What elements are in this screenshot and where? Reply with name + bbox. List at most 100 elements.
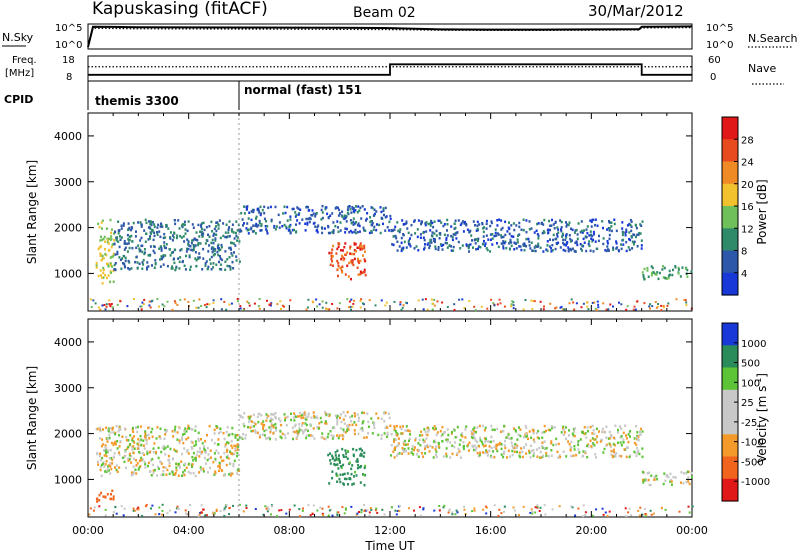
velocity-point <box>479 451 482 454</box>
power-point <box>139 221 142 224</box>
power-point <box>596 247 599 250</box>
velocity-point <box>439 429 442 433</box>
power-point <box>646 266 649 270</box>
velocity-noise-point <box>493 504 496 507</box>
velocity-point <box>157 456 160 460</box>
velocity-point <box>135 472 138 475</box>
velocity-point <box>104 449 107 453</box>
velocity-noise-point <box>301 509 304 512</box>
velocity-point <box>209 449 212 452</box>
power-point <box>606 240 609 243</box>
velocity-point <box>354 470 357 474</box>
power-point <box>638 231 641 235</box>
velocity-point <box>334 454 337 457</box>
cpid-mode-1: themis 3300 <box>95 94 179 108</box>
velocity-point <box>418 438 421 442</box>
velocity-noise-point <box>341 506 344 509</box>
velocity-point <box>304 413 307 416</box>
velocity-noise-point <box>473 507 476 510</box>
power-noise-point <box>225 308 228 311</box>
power-point <box>459 223 462 227</box>
velocity-point <box>474 448 477 452</box>
velocity-point <box>231 472 234 475</box>
velocity-point <box>462 441 465 444</box>
power-point <box>101 282 104 285</box>
velocity-point <box>156 474 159 477</box>
velocity-point <box>612 442 615 446</box>
velocity-point <box>393 447 396 451</box>
power-noise-point <box>140 305 143 308</box>
velocity-point <box>484 440 487 444</box>
power-point <box>581 249 583 252</box>
velocity-point <box>449 441 452 444</box>
power-point <box>425 230 428 233</box>
velocity-point <box>562 450 565 453</box>
power-noise-point <box>126 305 129 308</box>
velocity-point <box>359 427 362 431</box>
power-point <box>502 240 505 243</box>
velocity-point <box>393 427 396 430</box>
power-point <box>153 231 156 234</box>
velocity-noise-point <box>368 514 371 517</box>
velocity-noise-point <box>175 507 178 510</box>
velocity-point <box>133 447 136 450</box>
velocity-point <box>195 443 198 446</box>
velocity-point <box>137 445 140 448</box>
power-point <box>536 222 539 226</box>
power-point <box>208 258 211 261</box>
power-point <box>274 205 277 209</box>
power-point <box>573 231 576 234</box>
power-point <box>352 263 355 267</box>
velocity-point <box>190 427 193 431</box>
power-point <box>591 240 594 243</box>
power-point <box>156 233 159 236</box>
velocity-point <box>356 460 359 463</box>
velocity-point <box>106 450 109 454</box>
velocity-point <box>516 444 519 447</box>
power-point <box>568 234 571 237</box>
velocity-point <box>278 417 281 420</box>
power-noise-point <box>586 305 589 308</box>
power-point <box>405 246 408 249</box>
power-point <box>452 245 455 249</box>
velocity-point <box>470 430 473 433</box>
velocity-point <box>233 452 236 455</box>
velocity-point <box>636 434 638 438</box>
power-point <box>123 242 126 245</box>
velocity-point <box>432 440 435 443</box>
power-point <box>212 246 215 250</box>
power-noise-point <box>684 299 687 302</box>
velocity-noise-point <box>454 513 457 516</box>
power-point <box>621 227 624 230</box>
velocity-point <box>213 428 216 432</box>
velocity-point <box>258 412 261 416</box>
power-point <box>573 249 576 253</box>
power-point <box>354 242 357 246</box>
power-point <box>99 245 102 248</box>
power-point <box>285 227 288 230</box>
power-noise-point <box>441 301 444 304</box>
velocity-point <box>625 455 628 459</box>
velocity-point <box>335 458 338 461</box>
velocity-point <box>219 427 222 430</box>
power-noise-point <box>549 302 552 305</box>
velocity-point <box>334 463 337 467</box>
power-point <box>352 220 355 224</box>
power-noise-point <box>97 306 100 309</box>
velocity-point <box>351 464 354 467</box>
velocity-point <box>133 435 136 438</box>
velocity-point <box>492 439 495 443</box>
power-noise-point <box>542 308 545 311</box>
power-point <box>255 215 258 219</box>
velocity-point <box>569 448 572 451</box>
velocity-point <box>570 440 573 444</box>
power-point <box>222 222 225 225</box>
power-point <box>162 263 165 266</box>
power-point <box>168 248 171 251</box>
power-point <box>356 231 359 234</box>
power-noise-point <box>458 298 461 301</box>
velocity-point <box>195 453 198 457</box>
power-point <box>626 224 629 227</box>
power-point <box>341 271 344 274</box>
velocity-point <box>294 423 297 426</box>
